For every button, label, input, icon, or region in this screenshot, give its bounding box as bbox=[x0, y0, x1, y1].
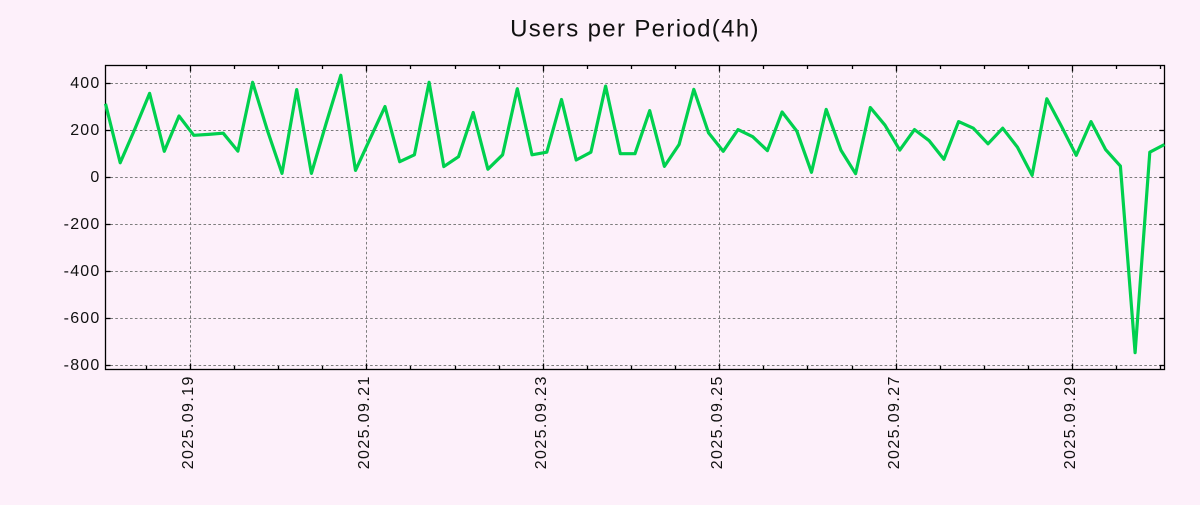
svg-text:400: 400 bbox=[70, 75, 100, 92]
svg-text:2025.09.19: 2025.09.19 bbox=[180, 375, 197, 469]
svg-text:-800: -800 bbox=[64, 357, 101, 374]
svg-text:-600: -600 bbox=[64, 310, 101, 327]
svg-text:2025.09.25: 2025.09.25 bbox=[709, 375, 726, 469]
svg-text:2025.09.27: 2025.09.27 bbox=[886, 375, 903, 469]
svg-text:-400: -400 bbox=[64, 263, 101, 280]
svg-text:0: 0 bbox=[90, 169, 100, 186]
svg-text:2025.09.21: 2025.09.21 bbox=[356, 375, 373, 469]
svg-text:2025.09.23: 2025.09.23 bbox=[533, 375, 550, 469]
svg-text:2025.09.29: 2025.09.29 bbox=[1062, 375, 1079, 469]
svg-text:Users per Period(4h): Users per Period(4h) bbox=[510, 16, 760, 43]
svg-text:200: 200 bbox=[70, 122, 100, 139]
svg-text:-200: -200 bbox=[64, 216, 101, 233]
